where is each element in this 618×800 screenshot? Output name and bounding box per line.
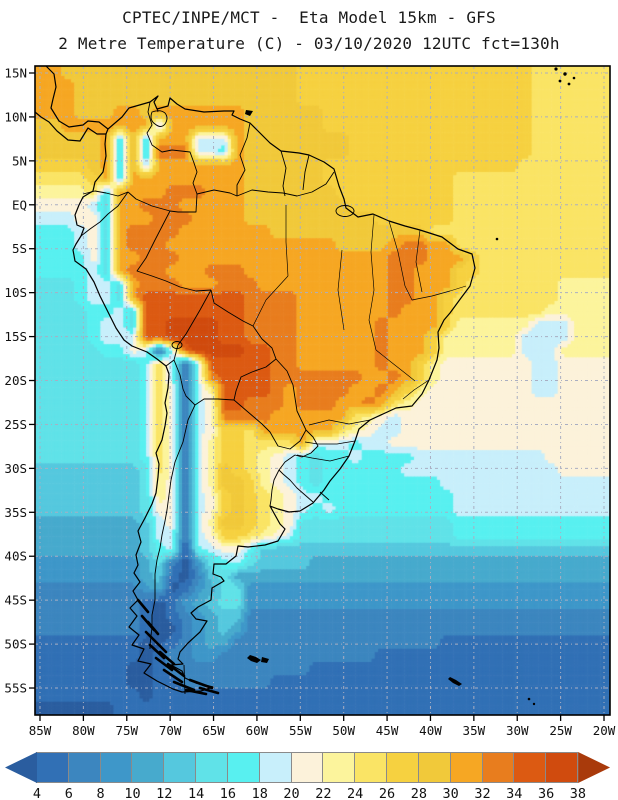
graticule-gridlines <box>35 66 610 715</box>
lat-label-55S: 55S <box>4 681 27 696</box>
lat-label-10N: 10N <box>4 109 27 124</box>
colorbar-segment <box>513 752 547 783</box>
colorbar <box>5 752 611 783</box>
marajo-island <box>335 205 355 217</box>
central-america-caribbean-coast <box>45 65 109 130</box>
lake-maracaibo <box>150 107 168 127</box>
colorbar-tick-label: 28 <box>410 786 427 800</box>
lat-label-40S: 40S <box>4 549 27 564</box>
lon-label-70W: 70W <box>159 723 182 738</box>
colorbar-tick-label: 32 <box>474 786 491 800</box>
lon-label-60W: 60W <box>246 723 269 738</box>
lat-label-5S: 5S <box>12 241 27 256</box>
colorbar-segment <box>354 752 388 783</box>
brazil-state-borders <box>252 205 467 462</box>
latitude-tick-labels: 15N 10N 5N EQ 5S 10S 15S 20S 25S 30S 35S 40S 45S 50S 5… <box>4 66 27 696</box>
coastlines <box>34 65 476 693</box>
lat-label-10S: 10S <box>4 285 27 300</box>
colorbar-tick-label: 12 <box>156 786 173 800</box>
colorbar-tick-label: 22 <box>315 786 332 800</box>
lon-label-20W: 20W <box>593 723 616 738</box>
lon-label-65W: 65W <box>202 723 225 738</box>
lon-label-85W: 85W <box>29 723 52 738</box>
country-borders <box>80 101 335 695</box>
colorbar-segment <box>290 752 324 783</box>
lat-label-EQ: EQ <box>12 197 27 212</box>
south-georgia-island <box>448 677 462 686</box>
lon-label-40W: 40W <box>419 723 442 738</box>
colorbar-segment <box>386 752 419 783</box>
colorbar-under-range-arrow <box>5 752 37 783</box>
colorbar-tick-label: 20 <box>283 786 300 800</box>
patos-lagoon <box>319 491 330 501</box>
colorbar-tick-label: 14 <box>187 786 205 800</box>
lon-label-55W: 55W <box>289 723 312 738</box>
longitude-tick-labels: 85W 80W 75W 70W 65W 60W 55W 50W 45W 40W 35W 30W 25W 2… <box>29 723 616 738</box>
colorbar-segment <box>195 752 228 783</box>
lat-label-30S: 30S <box>4 461 27 476</box>
colorbar-segment <box>545 752 579 783</box>
south-sandwich-islands <box>527 697 531 701</box>
colorbar-tick-label: 10 <box>124 786 141 800</box>
patagonia-fjords <box>136 598 220 696</box>
islands-and-lakes <box>150 67 576 706</box>
lon-label-25W: 25W <box>549 723 572 738</box>
lat-label-50S: 50S <box>4 637 27 652</box>
lon-label-80W: 80W <box>72 723 95 738</box>
lat-label-45S: 45S <box>4 593 27 608</box>
colorbar-segment <box>417 752 451 783</box>
colorbar-segment <box>226 752 260 783</box>
lat-label-15S: 15S <box>4 329 27 344</box>
colorbar-segment <box>99 752 133 783</box>
colorbar-tick-label: 38 <box>569 786 587 800</box>
colorbar-segment <box>131 752 165 783</box>
colorbar-tick-label: 24 <box>347 786 364 800</box>
lon-label-30W: 30W <box>506 723 529 738</box>
figure-title-model: CPTEC/INPE/MCT - Eta Model 15km - GFS <box>122 8 496 27</box>
trinidad-island <box>245 110 253 116</box>
lake-titicaca <box>171 341 183 349</box>
lon-label-50W: 50W <box>332 723 355 738</box>
colorbar-tick-label: 8 <box>96 786 105 800</box>
colorbar-segment <box>36 752 69 783</box>
figure-title-field: 2 Metre Temperature (C) - 03/10/2020 12U… <box>58 34 560 53</box>
fernando-de-noronha <box>495 237 499 241</box>
colorbar-tick-label: 26 <box>378 786 396 800</box>
axis-ticks <box>29 72 605 721</box>
falkland-islands <box>247 655 269 663</box>
colorbar-tick-label: 30 <box>442 786 459 800</box>
lon-label-75W: 75W <box>115 723 138 738</box>
colorbar-segment <box>258 752 292 783</box>
colorbar-tick-label: 18 <box>251 786 268 800</box>
lon-label-45W: 45W <box>376 723 399 738</box>
colorbar-tick-label: 6 <box>64 786 73 800</box>
colorbar-segment <box>163 752 197 783</box>
lon-label-35W: 35W <box>463 723 486 738</box>
lat-label-15N: 15N <box>4 66 27 81</box>
lat-label-5N: 5N <box>12 153 27 168</box>
lat-label-35S: 35S <box>4 505 27 520</box>
lat-label-20S: 20S <box>4 373 27 388</box>
colorbar-tick-label: 36 <box>537 786 555 800</box>
colorbar-over-range-arrow <box>578 752 611 783</box>
south-america-coastline <box>72 95 476 693</box>
colorbar-segment <box>322 752 356 783</box>
map-frame <box>34 65 611 716</box>
cape-verde-islands <box>554 67 558 71</box>
colorbar-tick-label: 34 <box>506 786 523 800</box>
lat-label-25S: 25S <box>4 417 27 432</box>
colorbar-segment <box>67 752 101 783</box>
colorbar-tick-label: 16 <box>219 786 237 800</box>
central-america-pacific-coast <box>34 111 106 142</box>
colorbar-tick-label: 4 <box>32 786 42 800</box>
colorbar-segment <box>481 752 515 783</box>
colorbar-segment <box>449 752 483 783</box>
